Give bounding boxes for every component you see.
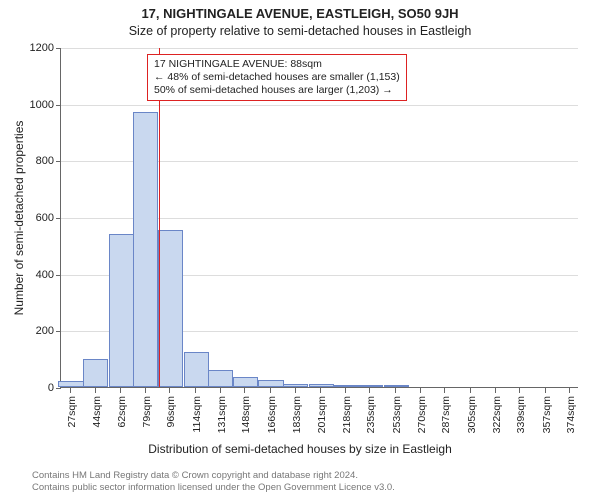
attribution-footer: Contains HM Land Registry data © Crown c… bbox=[32, 470, 395, 494]
footer-line-1: Contains HM Land Registry data © Crown c… bbox=[32, 470, 395, 482]
annotation-line: ← 48% of semi-detached houses are smalle… bbox=[154, 71, 400, 84]
x-tick-label: 357sqm bbox=[541, 396, 553, 433]
x-tick-label: 201sqm bbox=[316, 396, 328, 433]
histogram-bar bbox=[58, 381, 83, 387]
x-tick-label: 27sqm bbox=[66, 396, 78, 428]
annotation-line: 17 NIGHTINGALE AVENUE: 88sqm bbox=[154, 58, 400, 71]
x-tick-mark bbox=[320, 388, 321, 393]
x-tick-mark bbox=[545, 388, 546, 393]
histogram-bar bbox=[258, 380, 283, 387]
x-tick-label: 305sqm bbox=[466, 396, 478, 433]
x-tick-mark bbox=[569, 388, 570, 393]
x-tick-label: 166sqm bbox=[266, 396, 278, 433]
y-axis-label: Number of semi-detached properties bbox=[12, 121, 26, 316]
x-tick-mark bbox=[95, 388, 96, 393]
histogram-bar bbox=[333, 385, 358, 387]
x-tick-mark bbox=[470, 388, 471, 393]
histogram-bar bbox=[283, 384, 308, 387]
x-tick-label: 79sqm bbox=[141, 396, 153, 428]
x-tick-mark bbox=[220, 388, 221, 393]
x-tick-mark bbox=[145, 388, 146, 393]
y-tick-label: 1000 bbox=[30, 99, 60, 111]
x-tick-mark bbox=[420, 388, 421, 393]
x-tick-label: 374sqm bbox=[565, 396, 577, 433]
x-tick-label: 218sqm bbox=[341, 396, 353, 433]
x-tick-mark bbox=[70, 388, 71, 393]
x-tick-label: 183sqm bbox=[291, 396, 303, 433]
annotation-line: 50% of semi-detached houses are larger (… bbox=[154, 84, 400, 97]
gridline-h bbox=[61, 48, 578, 49]
x-tick-label: 148sqm bbox=[240, 396, 252, 433]
y-tick-label: 800 bbox=[36, 155, 60, 167]
x-tick-label: 96sqm bbox=[165, 396, 177, 428]
y-axis-label-wrap: Number of semi-detached properties bbox=[12, 48, 26, 388]
x-tick-label: 114sqm bbox=[191, 396, 203, 433]
histogram-bar bbox=[208, 370, 233, 387]
x-tick-label: 339sqm bbox=[515, 396, 527, 433]
x-tick-mark bbox=[395, 388, 396, 393]
gridline-h bbox=[61, 105, 578, 106]
histogram-bar bbox=[358, 385, 383, 387]
x-tick-mark bbox=[120, 388, 121, 393]
histogram-bar bbox=[233, 377, 258, 387]
x-tick-label: 253sqm bbox=[391, 396, 403, 433]
x-tick-mark bbox=[169, 388, 170, 393]
page-title-line1: 17, NIGHTINGALE AVENUE, EASTLEIGH, SO50 … bbox=[0, 6, 600, 21]
histogram-bar bbox=[109, 234, 134, 387]
x-axis-label: Distribution of semi-detached houses by … bbox=[0, 442, 600, 456]
x-tick-mark bbox=[244, 388, 245, 393]
x-tick-label: 287sqm bbox=[440, 396, 452, 433]
x-tick-mark bbox=[295, 388, 296, 393]
x-tick-label: 235sqm bbox=[365, 396, 377, 433]
y-tick-label: 600 bbox=[36, 212, 60, 224]
x-tick-label: 131sqm bbox=[216, 396, 228, 433]
x-tick-label: 62sqm bbox=[116, 396, 128, 428]
histogram-bar bbox=[158, 230, 183, 387]
y-tick-label: 200 bbox=[36, 325, 60, 337]
x-tick-mark bbox=[369, 388, 370, 393]
y-tick-label: 1200 bbox=[30, 42, 60, 54]
histogram-bar bbox=[83, 359, 108, 387]
annotation-box: 17 NIGHTINGALE AVENUE: 88sqm← 48% of sem… bbox=[147, 54, 407, 101]
y-tick-label: 400 bbox=[36, 269, 60, 281]
x-tick-label: 270sqm bbox=[416, 396, 428, 433]
x-tick-label: 322sqm bbox=[491, 396, 503, 433]
histogram-plot: 17 NIGHTINGALE AVENUE: 88sqm← 48% of sem… bbox=[60, 48, 578, 388]
plot-axes: 17 NIGHTINGALE AVENUE: 88sqm← 48% of sem… bbox=[60, 48, 578, 388]
x-tick-label: 44sqm bbox=[91, 396, 103, 428]
x-tick-mark bbox=[519, 388, 520, 393]
page-title-line2: Size of property relative to semi-detach… bbox=[0, 24, 600, 38]
footer-line-2: Contains public sector information licen… bbox=[32, 482, 395, 494]
x-tick-mark bbox=[270, 388, 271, 393]
histogram-bar bbox=[309, 384, 334, 387]
histogram-bar bbox=[184, 352, 209, 387]
x-tick-mark bbox=[195, 388, 196, 393]
x-tick-mark bbox=[345, 388, 346, 393]
y-tick-label: 0 bbox=[48, 382, 60, 394]
histogram-bar bbox=[133, 112, 158, 387]
x-tick-mark bbox=[495, 388, 496, 393]
histogram-bar bbox=[384, 385, 409, 387]
x-tick-mark bbox=[444, 388, 445, 393]
